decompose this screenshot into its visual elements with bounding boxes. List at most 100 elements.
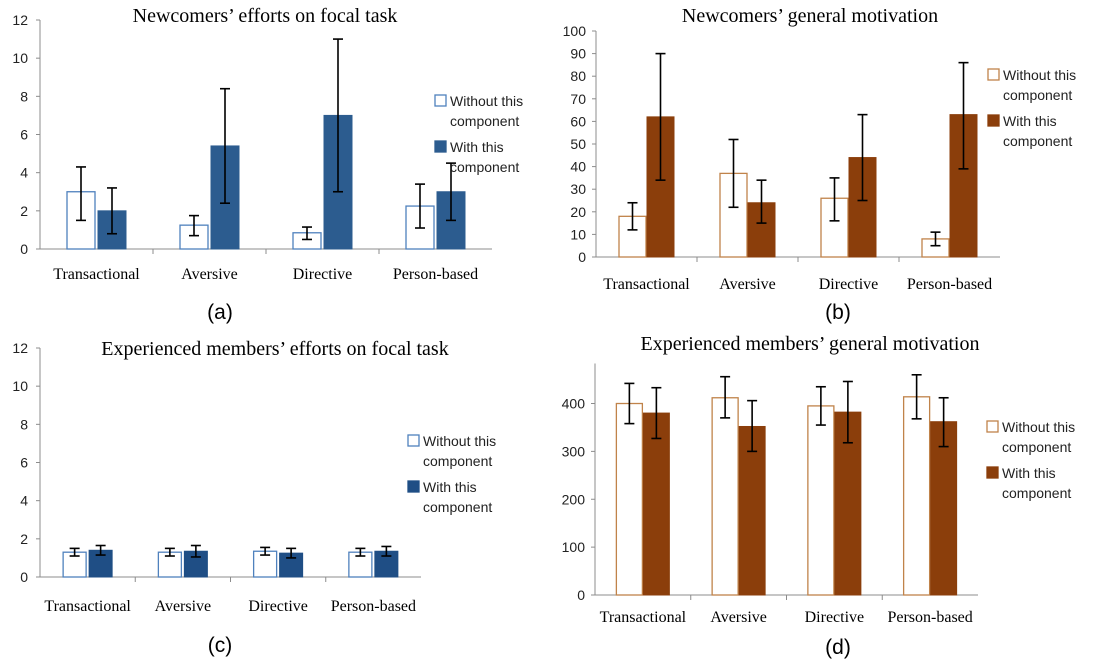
panel-b-x-tick-label: Aversive bbox=[719, 276, 776, 293]
panel-a-legend-line: Without this bbox=[450, 93, 523, 109]
panel-d-legend: Without this component With this component bbox=[986, 419, 1075, 501]
panel-a-x-tick-label: Person-based bbox=[393, 266, 478, 283]
panel-a-x-tick-label: Aversive bbox=[181, 266, 238, 283]
panel-c-legend-label-with: With this component bbox=[423, 479, 492, 515]
panel-b-y-tick-label: 90 bbox=[570, 46, 586, 62]
panel-a-y-tick-label: 10 bbox=[12, 50, 28, 66]
panel-b-y-tick-label: 30 bbox=[570, 181, 586, 197]
panel-b-legend-line: Without this bbox=[1003, 67, 1076, 83]
panel-c-chart: Experienced members’ efforts on focal ta… bbox=[12, 338, 496, 657]
panel-a-legend-line: component bbox=[450, 159, 519, 175]
panel-b-y-tick-label: 100 bbox=[563, 23, 587, 39]
panel-b-chart: Newcomers’ general motivation 0 10 20 30 40 50… bbox=[563, 5, 1077, 324]
panel-d-title: Experienced members’ general motivation bbox=[641, 333, 980, 355]
panel-d-bar-with bbox=[930, 421, 958, 596]
panel-a-y-tick-label: 12 bbox=[12, 12, 28, 28]
panel-c-y-tick-label: 4 bbox=[20, 493, 28, 509]
panel-a-legend-swatch-with bbox=[434, 140, 447, 153]
panel-b-y-tick-label: 20 bbox=[570, 204, 586, 220]
panel-a-title: Newcomers’ efforts on focal task bbox=[133, 5, 398, 27]
panel-b-legend-swatch-with bbox=[987, 114, 1000, 127]
panel-c-legend-line: With this bbox=[423, 479, 477, 495]
panel-d-x-tick-label: Person-based bbox=[887, 609, 972, 626]
panel-c-y-tick-label: 6 bbox=[20, 455, 28, 471]
panel-d-bar-with bbox=[642, 412, 670, 596]
panel-c-legend: Without this component With this component bbox=[407, 433, 496, 515]
panel-b-legend-line: component bbox=[1003, 133, 1072, 149]
panel-b-legend-line: component bbox=[1003, 87, 1072, 103]
panel-b-legend-label-with: With this component bbox=[1003, 113, 1072, 149]
panel-d-legend-line: Without this bbox=[1002, 419, 1075, 435]
panel-d-bar-without bbox=[902, 396, 931, 596]
panel-a-legend-line: With this bbox=[450, 139, 504, 155]
panel-d-label: (d) bbox=[825, 636, 851, 659]
panel-d-legend-label-without: Without this component bbox=[1002, 419, 1075, 455]
panel-d-legend-line: component bbox=[1002, 485, 1071, 501]
panel-b-y-tick-label: 70 bbox=[570, 91, 586, 107]
panel-c-y-tick-label: 8 bbox=[20, 416, 28, 432]
panel-c-y-tick-label: 10 bbox=[12, 378, 28, 394]
panel-d-y-tick-label: 0 bbox=[577, 587, 585, 603]
panel-c-legend-line: component bbox=[423, 499, 492, 515]
panel-b-y-tick-label: 80 bbox=[570, 68, 586, 84]
panel-c-legend-line: Without this bbox=[423, 433, 496, 449]
panel-d-legend-line: component bbox=[1002, 439, 1071, 455]
panel-d-chart: Experienced members’ general motivation 0… bbox=[562, 333, 1076, 659]
panel-a-legend-line: component bbox=[450, 113, 519, 129]
panel-c-label: (c) bbox=[208, 634, 233, 657]
panel-a-chart: Newcomers’ efforts on focal task 0 2 4 6 8 10 1… bbox=[12, 5, 523, 324]
panel-d-legend-label-with: With this component bbox=[1002, 465, 1071, 501]
panel-b-bar-without bbox=[719, 172, 748, 258]
panel-d-bar-without bbox=[807, 405, 835, 596]
panel-a-x-tick-label: Transactional bbox=[53, 266, 140, 283]
panel-a-legend-swatch-without bbox=[434, 94, 447, 107]
panel-d-y-tick-label: 100 bbox=[562, 539, 586, 555]
panel-b-y-tick-label: 10 bbox=[570, 226, 586, 242]
panel-d-x-tick-label: Directive bbox=[805, 609, 865, 626]
panel-c-y-tick-label: 12 bbox=[12, 340, 28, 356]
panel-c-title: Experienced members’ efforts on focal ta… bbox=[101, 338, 448, 360]
panel-b-y-tick-label: 0 bbox=[578, 249, 586, 265]
panel-a-y-tick-label: 8 bbox=[20, 88, 28, 104]
panel-c-y-tick-label: 0 bbox=[20, 569, 28, 585]
panel-b-legend: Without this component With this component bbox=[987, 67, 1076, 149]
panel-b-x-tick-label: Transactional bbox=[603, 276, 690, 293]
panel-d-x-tick-label: Transactional bbox=[600, 609, 687, 626]
panel-d-bar-without bbox=[615, 402, 644, 596]
panel-d-x-tick-label: Aversive bbox=[710, 609, 767, 626]
panel-a-y-tick-label: 6 bbox=[20, 127, 28, 143]
panel-b-y-tick-label: 50 bbox=[570, 136, 586, 152]
panel-c-x-tick-label: Aversive bbox=[155, 598, 212, 615]
panel-a-x-tick-label: Directive bbox=[293, 266, 353, 283]
panel-c-x-tick-label: Transactional bbox=[44, 598, 131, 615]
panel-a-legend-label-with: With this component bbox=[450, 139, 519, 175]
panel-c-x-tick-label: Directive bbox=[248, 598, 308, 615]
panel-b-label: (b) bbox=[825, 301, 851, 324]
panel-d-legend-line: With this bbox=[1002, 465, 1056, 481]
panel-c-x-tick-label: Person-based bbox=[331, 598, 416, 615]
panel-c-legend-swatch-without bbox=[407, 434, 420, 447]
panel-d-y-tick-label: 300 bbox=[562, 443, 586, 459]
panel-a-label: (a) bbox=[207, 301, 233, 324]
panel-c-y-tick-label: 2 bbox=[20, 531, 28, 547]
panel-c-legend-label-without: Without this component bbox=[423, 433, 496, 469]
panel-a-y-tick-label: 2 bbox=[20, 203, 28, 219]
panel-d-bar-with bbox=[738, 425, 766, 596]
panel-d-y-tick-label: 400 bbox=[562, 396, 586, 412]
panel-d-legend-swatch-with bbox=[986, 466, 999, 479]
panel-b-legend-swatch-without bbox=[987, 68, 1000, 81]
panel-a-y-tick-label: 4 bbox=[20, 165, 28, 181]
panel-b-x-tick-label: Person-based bbox=[907, 276, 992, 293]
panel-c-legend-line: component bbox=[423, 453, 492, 469]
panel-a-legend: Without this component With this component bbox=[434, 93, 523, 175]
panel-b-x-tick-label: Directive bbox=[819, 276, 879, 293]
panel-a-y-tick-label: 0 bbox=[20, 241, 28, 257]
panel-b-legend-line: With this bbox=[1003, 113, 1057, 129]
panel-b-title: Newcomers’ general motivation bbox=[682, 5, 938, 27]
panel-d-bar-without bbox=[711, 397, 739, 596]
panel-b-y-tick-label: 60 bbox=[570, 113, 586, 129]
panel-c-legend-swatch-with bbox=[407, 480, 420, 493]
panel-d-legend-swatch-without bbox=[986, 420, 999, 433]
panel-a-legend-label-without: Without this component bbox=[450, 93, 523, 129]
